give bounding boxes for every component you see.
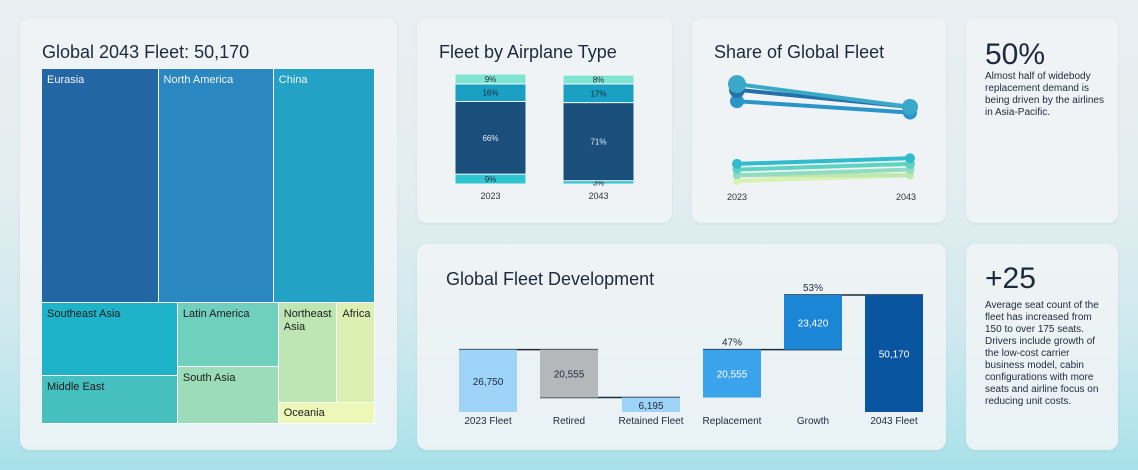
share-point-2023 (728, 75, 746, 94)
stack-segment-label: 16% (482, 89, 498, 98)
share-series-line (736, 156, 911, 166)
treemap-cell-northeast-asia: Northeast Asia (278, 303, 338, 403)
waterfall-value-label: 26,750 (473, 377, 504, 388)
share-x-label: 2023 (727, 192, 747, 202)
treemap-cell-eurasia: Eurasia (42, 69, 159, 304)
stack-segment-label: 3% (593, 178, 605, 187)
development-title: Global Fleet Development (446, 269, 655, 289)
stat-value-1: 50% (985, 38, 1046, 71)
treemap-cell-south-asia: South Asia (177, 367, 279, 424)
share-card: Share of Global Fleet 2023 2043 (692, 18, 946, 223)
stat-text-1: Almost half of widebody replacement dema… (985, 71, 1104, 118)
waterfall-value-label: 6,195 (638, 401, 663, 412)
development-chart: 26,750 2023 Fleet 20,555 Retired 6,195 Retain… (459, 283, 923, 427)
waterfall-bar-replacement (703, 349, 761, 398)
stack-category-label: 2043 (588, 191, 608, 201)
stat-value-2: +25 (985, 262, 1036, 295)
waterfall-bar-2043-fleet (865, 295, 923, 412)
waterfall-category-label: Retired (553, 416, 585, 427)
treemap-label: South Asia (182, 372, 236, 385)
treemap-label: Oceania (283, 406, 325, 419)
fleet-type-title: Fleet by Airplane Type (439, 42, 617, 62)
share-point-2023 (730, 94, 744, 109)
waterfall-category-label: Retained Fleet (618, 416, 683, 427)
stack-category-label: 2023 (480, 191, 500, 201)
waterfall-bar-retired (540, 349, 598, 398)
treemap-chart: Eurasia North America China Southeast Asia M… (42, 69, 375, 424)
stack-segment-2023-3 (454, 73, 527, 85)
share-series-line (736, 99, 911, 115)
annotation-replacement-share: 47% (722, 338, 742, 349)
stack-segment-label: 71% (590, 138, 606, 147)
waterfall-value-label: 50,170 (879, 350, 910, 361)
waterfall-category-label: 2043 Fleet (870, 416, 917, 427)
treemap-label: Latin America (182, 308, 250, 321)
waterfall-value-label: 20,555 (554, 370, 585, 381)
waterfall-bar-2023-fleet (459, 349, 517, 412)
stat-card-2: +25 Average seat count of the fleet has … (966, 244, 1118, 450)
treemap-title: Global 2043 Fleet: 50,170 (42, 42, 250, 62)
share-chart: 2023 2043 (727, 75, 918, 202)
stack-segment-label: 8% (593, 76, 605, 85)
annotation-growth-share: 53% (803, 283, 823, 294)
share-series-line (736, 167, 911, 178)
treemap-cell-africa: Africa (337, 303, 375, 403)
stack-segment-label: 66% (482, 134, 498, 143)
treemap-label: Africa (342, 308, 371, 321)
treemap-cell-oceania: Oceania (278, 402, 375, 424)
treemap-label: Southeast Asia (47, 308, 121, 321)
waterfall-bar-growth (784, 295, 842, 350)
stat-text-2: Average seat count of the fleet has incr… (985, 300, 1099, 407)
share-series-line (736, 82, 911, 109)
share-point-2043 (902, 98, 918, 115)
waterfall-category-label: Replacement (703, 416, 762, 427)
treemap-card: Global 2043 Fleet: 50,170 Eurasia North A… (20, 18, 397, 450)
treemap-label: Northeast Asia (283, 308, 332, 333)
treemap-label: Middle East (47, 381, 105, 394)
stack-segment-2023-1 (454, 101, 527, 175)
fleet-type-card: Fleet by Airplane Type 9% 66% 16% 9% 2023 3% 7… (417, 18, 672, 223)
stack-segment-label: 9% (485, 175, 497, 184)
waterfall-value-label: 20,555 (717, 370, 748, 381)
development-card: Global Fleet Development 26,750 2023 Flee… (417, 244, 946, 450)
share-point-2043 (905, 153, 915, 164)
treemap-label: China (278, 74, 308, 86)
share-title: Share of Global Fleet (714, 42, 885, 62)
treemap-label: North America (163, 74, 234, 86)
share-x-label: 2043 (896, 192, 916, 202)
fleet-type-chart: 9% 66% 16% 9% 2023 3% 71% 17% 8% 2043 (454, 73, 635, 201)
share-point-2023 (732, 158, 742, 169)
waterfall-category-label: Growth (797, 416, 829, 427)
waterfall-bar-retained-fleet (622, 397, 680, 412)
waterfall-category-label: 2023 Fleet (464, 416, 511, 427)
treemap-cell-middle-east: Middle East (42, 376, 178, 424)
treemap-cell-latin-america: Latin America (177, 303, 279, 368)
stat-card-1: 50% Almost half of widebody replacement … (966, 18, 1118, 223)
treemap-label: Eurasia (47, 74, 85, 86)
stack-segment-2043-1 (562, 102, 635, 182)
stack-segment-label: 17% (590, 89, 606, 98)
share-point-2023 (733, 177, 741, 185)
treemap-cell-southeast-asia: Southeast Asia (42, 303, 178, 377)
share-series-line (736, 161, 911, 172)
treemap-cell-china: China (273, 69, 375, 304)
waterfall-value-label: 23,420 (798, 318, 829, 329)
stack-segment-label: 9% (485, 75, 497, 84)
treemap-cell-north-america: North America (158, 69, 274, 304)
stack-segment-2043-3 (562, 74, 635, 85)
